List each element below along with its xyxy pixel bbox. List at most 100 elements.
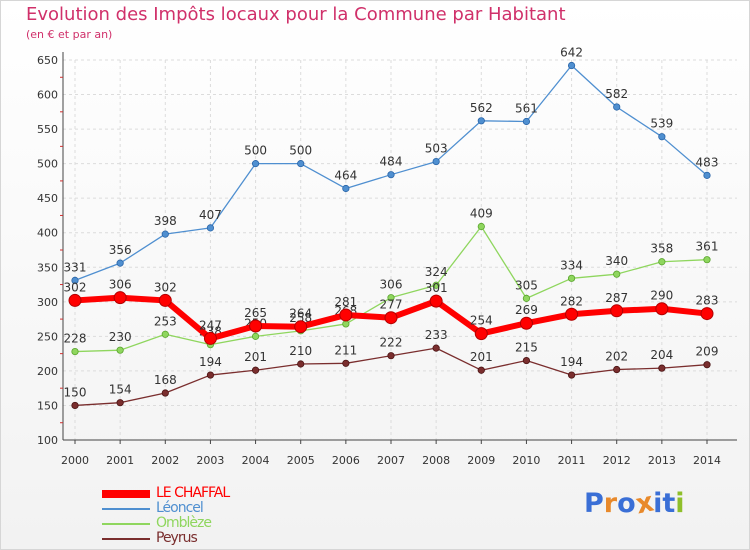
y-tick-label-250: 250 (37, 330, 58, 343)
data-point-peyrus-2011 (567, 371, 576, 379)
data-label-peyrus-2009: 201 (470, 350, 493, 364)
x-tick-label-2011: 2011 (558, 454, 586, 467)
legend-swatch-le-chaffal (102, 490, 150, 498)
y-tick-label-400: 400 (37, 227, 58, 240)
data-point-le-chaffal-2014 (700, 307, 714, 321)
logo-letter: i (653, 488, 663, 519)
data-label-peyrus-2005: 210 (289, 344, 312, 358)
data-label-l-oncel-2010: 561 (515, 101, 538, 115)
data-point-le-chaffal-2005 (294, 320, 308, 334)
data-label-le-chaffal-2013: 290 (650, 289, 673, 303)
logo-letter: t (662, 488, 676, 519)
data-point-l-oncel-2007 (387, 171, 395, 179)
data-point-peyrus-2001 (116, 399, 124, 407)
data-label-l-oncel-2004: 500 (244, 144, 267, 158)
data-label-l-oncel-2008: 503 (425, 142, 448, 156)
data-point-ombl-ze-2010 (522, 294, 531, 302)
data-point-l-oncel-2001 (116, 259, 124, 267)
data-label-le-chaffal-2010: 269 (515, 303, 538, 317)
data-label-peyrus-2008: 233 (425, 328, 448, 342)
data-point-l-oncel-2006 (342, 184, 350, 193)
y-tick-label-600: 600 (37, 89, 58, 102)
data-point-peyrus-2002 (161, 389, 169, 397)
y-tick-label-300: 300 (37, 296, 58, 309)
logo-letter: i (675, 488, 685, 519)
data-label-peyrus-2010: 215 (515, 341, 538, 355)
data-point-l-oncel-2011 (567, 61, 576, 70)
x-tick-label-2014: 2014 (693, 454, 721, 467)
data-label-le-chaffal-2014: 283 (696, 294, 719, 308)
x-tick-label-2004: 2004 (242, 454, 270, 467)
data-label-ombl-ze-2010: 305 (515, 278, 538, 292)
data-label-peyrus-2013: 204 (650, 348, 673, 362)
x-tick-label-2005: 2005 (287, 454, 315, 467)
x-tick-label-2001: 2001 (106, 454, 134, 467)
data-label-ombl-ze-2009: 409 (470, 207, 493, 221)
y-tick-label-650: 650 (37, 54, 58, 67)
legend-swatch-l-oncel (102, 508, 150, 510)
data-point-l-oncel-2008 (432, 157, 440, 166)
logo-letter: P (584, 488, 604, 519)
data-point-peyrus-2007 (387, 352, 395, 360)
y-tick-label-500: 500 (37, 158, 58, 171)
data-point-le-chaffal-2012 (610, 304, 624, 318)
data-label-l-oncel-2002: 398 (154, 214, 177, 228)
data-label-l-oncel-2003: 407 (199, 208, 222, 222)
data-point-l-oncel-2014 (703, 171, 711, 179)
data-point-ombl-ze-2013 (658, 258, 666, 266)
data-label-ombl-ze-2005: 258 (289, 311, 312, 325)
logo-letter: o (617, 488, 636, 519)
legend-swatch-peyrus (102, 538, 150, 540)
data-label-l-oncel-2000: 331 (64, 260, 87, 274)
data-point-ombl-ze-2011 (567, 274, 576, 282)
data-label-peyrus-2001: 154 (109, 383, 132, 397)
data-label-le-chaffal-2005: 264 (289, 307, 312, 321)
data-point-peyrus-2006 (342, 359, 350, 367)
data-label-l-oncel-2006: 464 (334, 169, 357, 183)
data-point-le-chaffal-2010 (519, 316, 533, 330)
data-label-le-chaffal-2009: 254 (470, 314, 493, 328)
data-label-l-oncel-2012: 582 (605, 87, 628, 101)
data-point-le-chaffal-2009 (474, 327, 488, 341)
data-point-l-oncel-2010 (522, 117, 531, 126)
data-label-ombl-ze-2007: 306 (380, 278, 403, 292)
chart-subtitle: (en € et par an) (26, 28, 113, 41)
data-label-le-chaffal-2008: 301 (425, 281, 448, 295)
data-point-le-chaffal-2001 (113, 291, 127, 305)
data-point-l-oncel-2003 (206, 224, 215, 232)
data-point-ombl-ze-2002 (161, 330, 169, 338)
x-tick-label-2000: 2000 (61, 454, 89, 467)
y-tick-label-350: 350 (37, 261, 58, 274)
x-tick-label-2012: 2012 (603, 454, 631, 467)
legend-label-l-oncel: Léoncel (156, 500, 204, 516)
data-point-ombl-ze-2000 (71, 347, 79, 356)
data-point-peyrus-2009 (477, 366, 485, 374)
data-point-peyrus-2014 (703, 361, 711, 369)
data-point-le-chaffal-2013 (655, 302, 669, 316)
data-label-ombl-ze-2002: 253 (154, 314, 177, 328)
legend-swatch-ombl-ze (102, 523, 150, 525)
legend-label-peyrus: Peyrus (156, 530, 198, 546)
data-label-peyrus-2012: 202 (605, 350, 628, 364)
data-point-ombl-ze-2007 (387, 294, 395, 302)
data-point-peyrus-2012 (613, 365, 621, 374)
data-label-l-oncel-2014: 483 (696, 155, 719, 169)
data-label-peyrus-2004: 201 (244, 350, 267, 364)
data-label-l-oncel-2009: 562 (470, 101, 493, 115)
data-label-ombl-ze-2011: 334 (560, 258, 583, 272)
data-point-peyrus-2000 (71, 401, 79, 410)
data-label-ombl-ze-2001: 230 (109, 330, 132, 344)
data-point-l-oncel-2013 (658, 133, 666, 141)
data-label-le-chaffal-2011: 282 (560, 294, 583, 308)
data-point-le-chaffal-2004 (249, 319, 263, 333)
y-tick-label-550: 550 (37, 123, 58, 136)
x-tick-label-2007: 2007 (377, 454, 405, 467)
data-point-le-chaffal-2002 (158, 293, 172, 307)
data-point-le-chaffal-2011 (565, 307, 579, 321)
data-label-l-oncel-2013: 539 (650, 117, 673, 131)
data-point-ombl-ze-2014 (703, 256, 711, 264)
data-label-l-oncel-2011: 642 (560, 46, 583, 60)
data-label-l-oncel-2001: 356 (109, 243, 132, 257)
data-point-l-oncel-2005 (297, 160, 305, 168)
